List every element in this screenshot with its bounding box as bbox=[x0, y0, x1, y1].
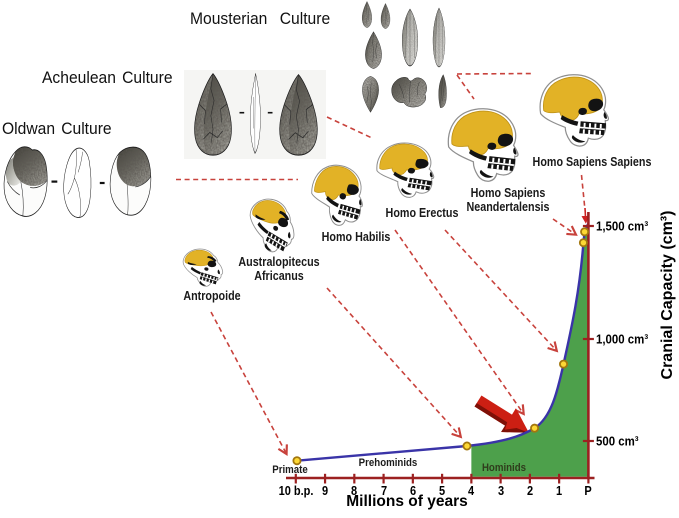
mousterian-tool-3 bbox=[365, 32, 381, 69]
x-tick-label: 7 bbox=[380, 484, 387, 498]
label-acheulean-culture: Acheulean Culture bbox=[42, 68, 173, 87]
x-tick-label: 1 bbox=[556, 484, 563, 498]
skull-erectus bbox=[373, 140, 438, 200]
growth-chart bbox=[286, 212, 595, 484]
data-point bbox=[578, 238, 588, 248]
skull-antropoide bbox=[180, 246, 226, 289]
region-label-primate: Primate bbox=[272, 463, 308, 476]
x-tick-label: 3 bbox=[497, 484, 504, 498]
x-tick-label: P bbox=[584, 484, 593, 498]
region-label-hominids: Hominids bbox=[482, 461, 527, 474]
skull-neandertal bbox=[446, 106, 521, 183]
cranial-capacity-curve bbox=[295, 223, 590, 462]
y-tick-label: 1,500 cm³ bbox=[596, 218, 649, 234]
connector-arrows bbox=[176, 72, 590, 456]
oldwan-tool-2 bbox=[63, 147, 92, 219]
link-mousterian-neandertal bbox=[456, 74, 475, 100]
mousterian-tool-6 bbox=[362, 76, 378, 112]
arrow-sapiens-solid bbox=[581, 207, 590, 224]
skull-habilis bbox=[306, 160, 369, 231]
region-label-prehominids: Prehominids bbox=[358, 456, 418, 469]
data-point bbox=[292, 456, 302, 466]
link-acheulean bbox=[326, 116, 373, 139]
arrow-australopitecus bbox=[326, 287, 463, 439]
data-point bbox=[559, 359, 569, 369]
y-tick-label: 1,000 cm³ bbox=[596, 331, 649, 347]
x-tick-label: 9 bbox=[321, 484, 329, 498]
label-oldwan-culture: Oldwan Culture bbox=[2, 119, 112, 138]
oldwan-tool-3 bbox=[110, 147, 151, 215]
stone-tools-art bbox=[4, 2, 447, 219]
x-tick-label: 5 bbox=[439, 484, 446, 498]
mousterian-tool-2 bbox=[381, 4, 390, 29]
x-axis-title: Millions of years bbox=[346, 492, 468, 510]
arrow-antropoide bbox=[210, 311, 288, 456]
arrow-erectus bbox=[444, 229, 559, 353]
label-homo-erectus: Homo Erectus bbox=[385, 206, 459, 220]
arrow-sapiens-dash bbox=[580, 174, 586, 207]
mousterian-tool-5 bbox=[433, 8, 445, 67]
label-homo-habilis: Homo Habilis bbox=[321, 230, 391, 244]
mousterian-tool-7 bbox=[392, 77, 427, 107]
arrow-neandertal bbox=[552, 218, 578, 236]
label-mousterian-culture: Mousterian Culture bbox=[190, 9, 331, 28]
label-neandertalensis: Homo Sapiens Neandertalensis bbox=[466, 186, 550, 214]
y-axis-title: Cranial Capacity (cm³) bbox=[659, 210, 676, 380]
mousterian-tool-4 bbox=[402, 9, 418, 66]
mousterian-tool-8 bbox=[439, 75, 447, 108]
label-antropoide: Antropoide bbox=[183, 289, 241, 303]
mousterian-tool-1 bbox=[362, 2, 372, 28]
hominids-area bbox=[471, 224, 588, 477]
x-tick-label: 6 bbox=[409, 484, 416, 498]
x-tick-label: 4 bbox=[468, 484, 475, 498]
data-point bbox=[462, 441, 472, 451]
label-homo-sapiens-sapiens: Homo Sapiens Sapiens bbox=[532, 155, 652, 169]
skull-australopitecus bbox=[242, 193, 302, 258]
x-tick-label: 10 b.p. bbox=[278, 484, 314, 498]
label-australopitecus: Australopitecus Africanus bbox=[238, 255, 320, 283]
data-point bbox=[530, 423, 540, 433]
x-tick-label: 2 bbox=[526, 484, 533, 498]
y-tick-label: 500 cm³ bbox=[596, 433, 640, 449]
link-mousterian-sapiens bbox=[456, 72, 535, 75]
oldwan-tool-1 bbox=[4, 147, 47, 217]
data-point bbox=[580, 227, 590, 237]
arrow-habilis bbox=[394, 229, 525, 416]
big-red-arrow bbox=[474, 395, 529, 433]
skull-sapiens bbox=[539, 74, 610, 147]
x-tick-label: 8 bbox=[351, 484, 358, 498]
